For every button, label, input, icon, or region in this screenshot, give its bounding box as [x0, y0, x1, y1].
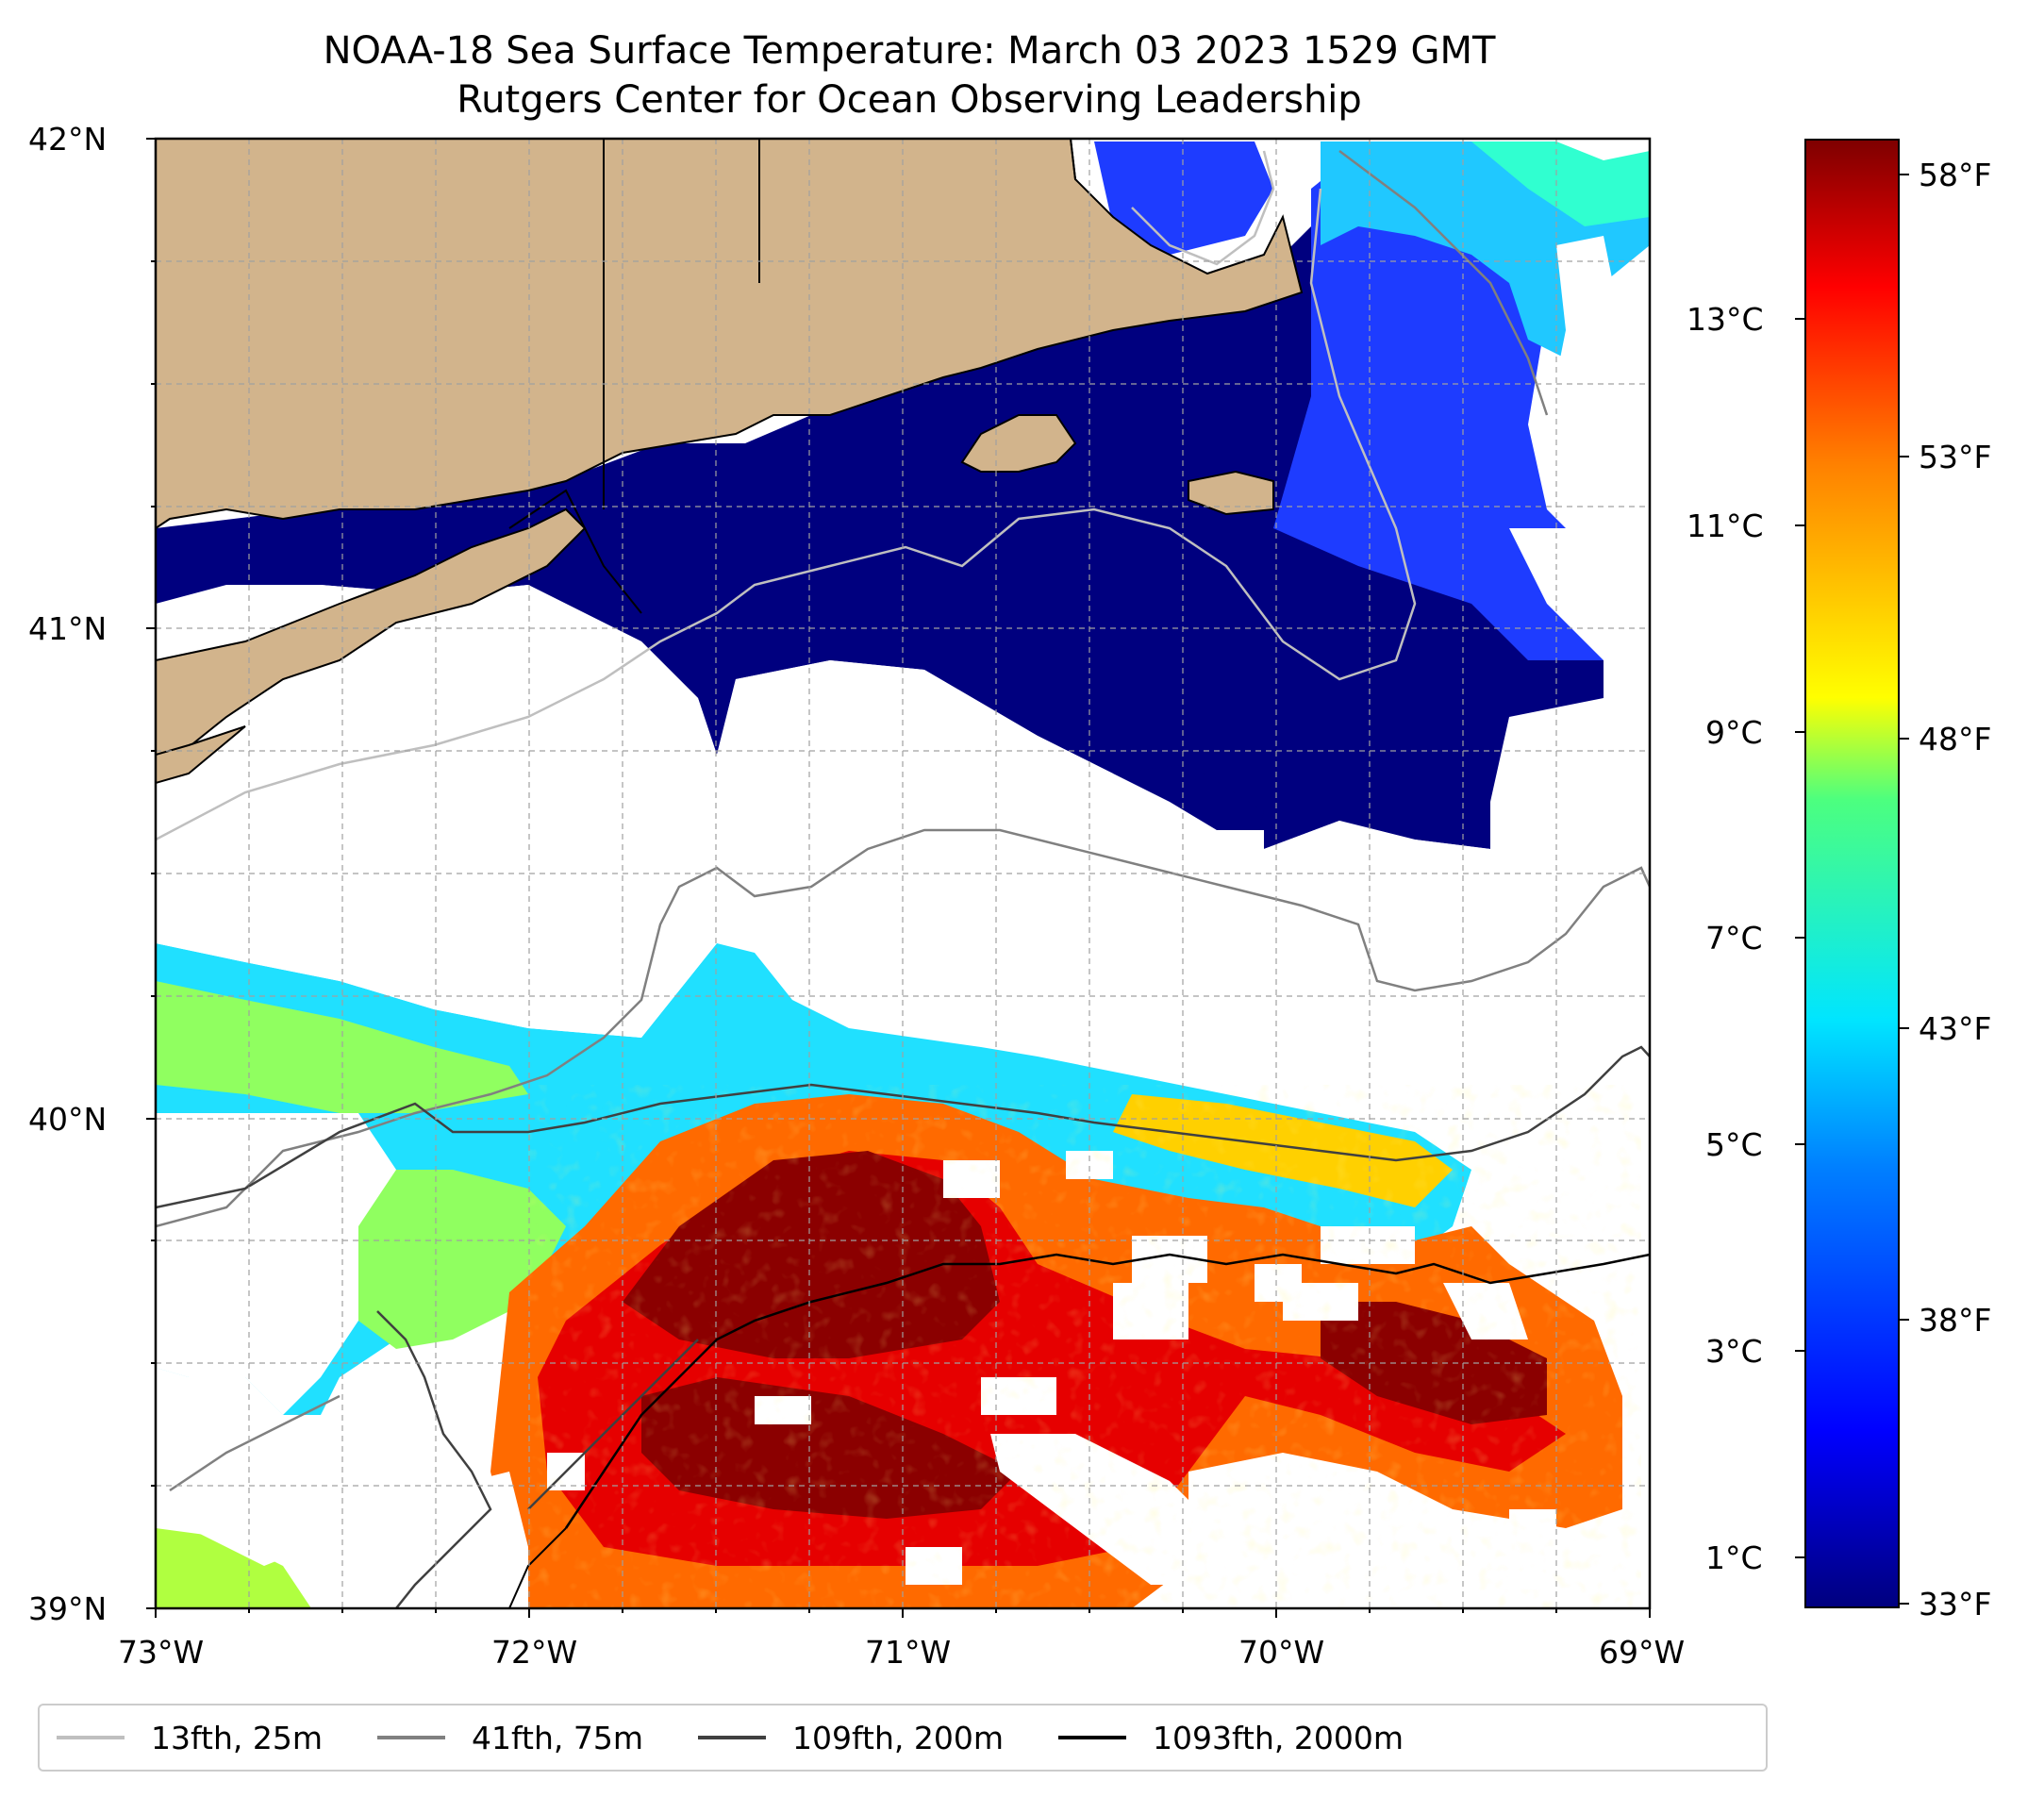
lon-label-72: 72°W [491, 1634, 578, 1671]
colorbar-celsius-7: 7°C [1705, 920, 1763, 957]
contour-25m [156, 188, 1417, 841]
colorbar-fahrenheit-53: 53°F [1919, 439, 1992, 475]
legend-swatch-200m [698, 1736, 766, 1739]
legend-label-75m: 41fth, 75m [472, 1719, 643, 1756]
colorbar-fahrenheit-33: 33°F [1919, 1586, 1992, 1622]
colorbar-fahrenheit-48: 48°F [1919, 721, 1992, 757]
contour-200m [156, 1045, 1650, 1209]
legend-item-75m: 41fth, 75m [377, 1720, 643, 1756]
temperature-colorbar [1804, 139, 1900, 1608]
legend-label-25m: 13fth, 25m [151, 1719, 323, 1756]
lat-label-42: 42°N [28, 121, 108, 158]
colorbar-celsius-1: 1°C [1705, 1539, 1763, 1576]
contour-2000m [564, 1253, 1650, 1529]
legend-label-200m: 109fth, 200m [792, 1719, 1004, 1756]
lat-label-40: 40°N [28, 1101, 108, 1138]
colorbar-celsius-5: 5°C [1705, 1126, 1763, 1163]
land-long-island [156, 507, 587, 766]
lon-label-73: 73°W [118, 1634, 205, 1671]
lon-label-71: 71°W [865, 1634, 952, 1671]
bathymetry-legend: 13fth, 25m 41fth, 75m 109fth, 200m 1093f… [38, 1704, 1768, 1772]
legend-swatch-75m [377, 1736, 445, 1739]
map-subtitle: Rutgers Center for Ocean Observing Leade… [457, 78, 1362, 122]
lat-label-39: 39°N [28, 1590, 108, 1627]
colorbar-fahrenheit-38: 38°F [1919, 1302, 1992, 1339]
legend-swatch-2000m [1058, 1736, 1126, 1739]
colorbar-celsius-9: 9°C [1705, 714, 1763, 751]
lon-label-69: 69°W [1599, 1634, 1686, 1671]
map-gridlines [156, 139, 1650, 1608]
lon-label-70: 70°W [1238, 1634, 1325, 1671]
sst-cold-band [156, 217, 1604, 849]
colorbar-fahrenheit-43: 43°F [1919, 1010, 1992, 1047]
colorbar-celsius-11: 11°C [1687, 507, 1764, 544]
colorbar-celsius-3: 3°C [1705, 1333, 1763, 1370]
map-title: NOAA-18 Sea Surface Temperature: March 0… [323, 29, 1496, 73]
colorbar-fahrenheit-58: 58°F [1919, 157, 1992, 193]
legend-item-25m: 13fth, 25m [57, 1720, 323, 1756]
legend-item-2000m: 1093fth, 2000m [1058, 1720, 1404, 1756]
contour-75m [156, 828, 1650, 1228]
legend-swatch-25m [57, 1736, 125, 1739]
lat-label-41: 41°N [28, 610, 108, 647]
colorbar-celsius-13: 13°C [1687, 301, 1764, 338]
legend-label-2000m: 1093fth, 2000m [1153, 1719, 1404, 1756]
land-new-england [156, 139, 1304, 530]
legend-item-200m: 109fth, 200m [698, 1720, 1004, 1756]
